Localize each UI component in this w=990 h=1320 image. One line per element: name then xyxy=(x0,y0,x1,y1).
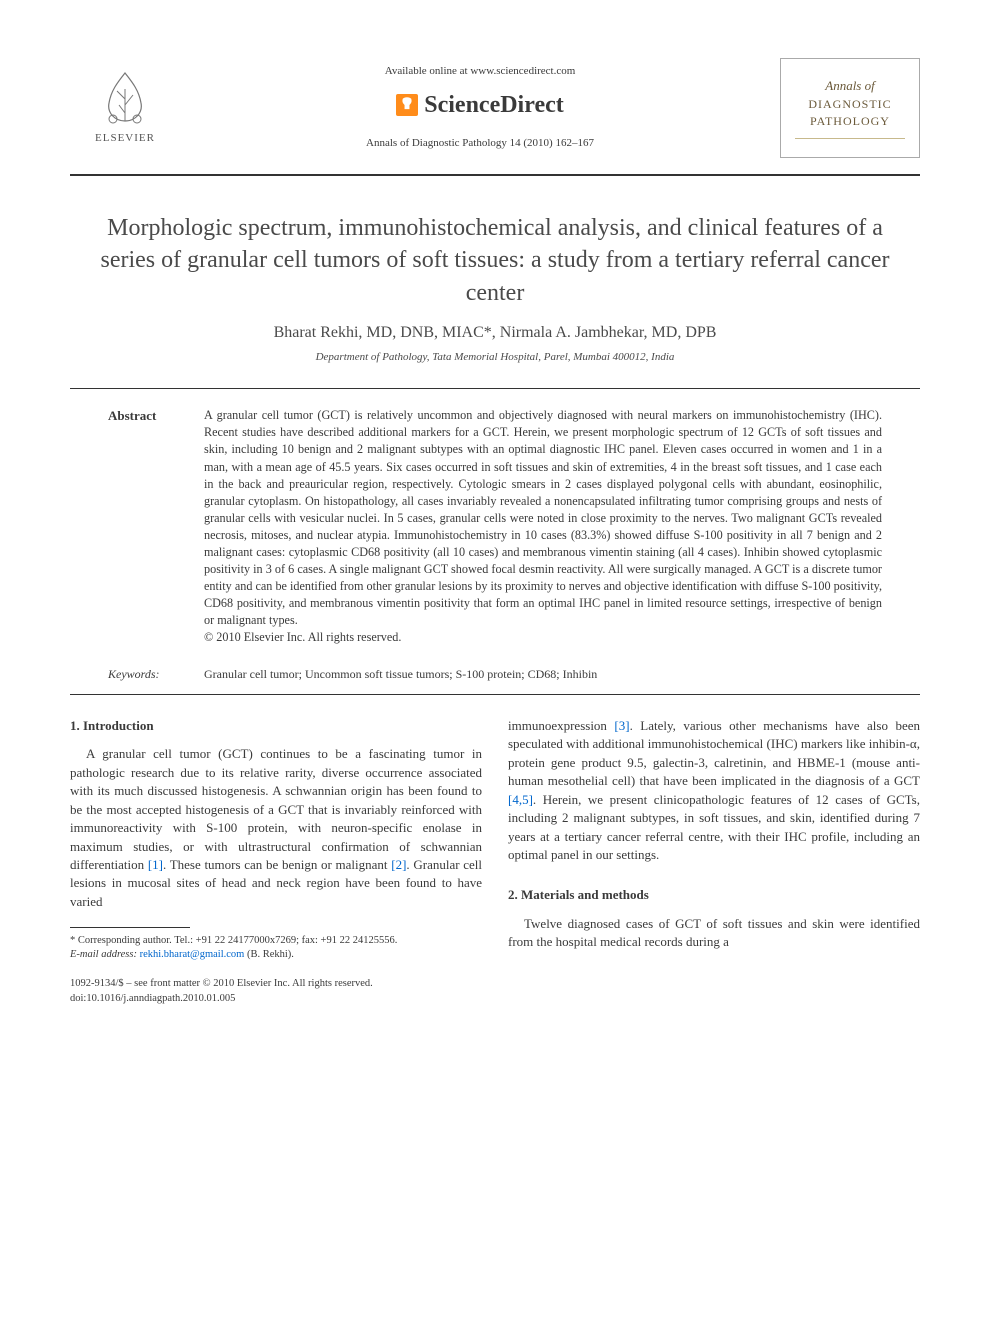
sciencedirect-bulb-icon xyxy=(396,94,418,116)
journal-line-1: Annals of xyxy=(825,77,874,96)
intro-p2-c: . Herein, we present clinicopathologic f… xyxy=(508,792,920,862)
intro-paragraph-1: A granular cell tumor (GCT) continues to… xyxy=(70,745,482,911)
keywords-label: Keywords: xyxy=(108,666,176,683)
left-column: 1. Introduction A granular cell tumor (G… xyxy=(70,717,482,1006)
intro-paragraph-2: immunoexpression [3]. Lately, various ot… xyxy=(508,717,920,865)
keywords-text: Granular cell tumor; Uncommon soft tissu… xyxy=(204,666,597,683)
journal-line-2: DIAGNOSTIC xyxy=(808,96,891,113)
methods-paragraph-1: Twelve diagnosed cases of GCT of soft ti… xyxy=(508,915,920,952)
intro-p2-a: immunoexpression xyxy=(508,718,614,733)
front-matter-line: 1092-9134/$ – see front matter © 2010 El… xyxy=(70,977,482,992)
intro-p1-b: . These tumors can be benign or malignan… xyxy=(163,857,391,872)
article-title: Morphologic spectrum, immunohistochemica… xyxy=(70,212,920,309)
email-footnote: E-mail address: rekhi.bharat@gmail.com (… xyxy=(70,948,482,962)
section-head-intro: 1. Introduction xyxy=(70,717,482,735)
doi-line: doi:10.1016/j.anndiagpath.2010.01.005 xyxy=(70,992,482,1006)
publisher-label: ELSEVIER xyxy=(95,131,155,147)
email-tail: (B. Rekhi). xyxy=(244,949,294,960)
ref-link-3[interactable]: [3] xyxy=(614,718,629,733)
abstract-body: A granular cell tumor (GCT) is relativel… xyxy=(204,408,882,627)
title-rule xyxy=(70,388,920,389)
ref-link-2[interactable]: [2] xyxy=(391,857,406,872)
keywords-block: Keywords: Granular cell tumor; Uncommon … xyxy=(70,654,920,683)
sciencedirect-brand: ScienceDirect xyxy=(396,88,564,123)
available-online-text: Available online at www.sciencedirect.co… xyxy=(385,64,576,80)
affiliation-line: Department of Pathology, Tata Memorial H… xyxy=(70,350,920,366)
sciencedirect-text: ScienceDirect xyxy=(424,88,564,123)
body-columns: 1. Introduction A granular cell tumor (G… xyxy=(70,717,920,1006)
citation-line: Annals of Diagnostic Pathology 14 (2010)… xyxy=(366,136,594,152)
email-link[interactable]: rekhi.bharat@gmail.com xyxy=(140,949,245,960)
abstract-label: Abstract xyxy=(108,407,176,646)
header-row: ELSEVIER Available online at www.science… xyxy=(70,58,920,158)
section-head-methods: 2. Materials and methods xyxy=(508,886,920,904)
email-label: E-mail address: xyxy=(70,949,140,960)
ref-link-45[interactable]: [4,5] xyxy=(508,792,533,807)
abstract-rule xyxy=(70,694,920,695)
journal-cover-box: Annals of DIAGNOSTIC PATHOLOGY xyxy=(780,58,920,158)
elsevier-tree-icon xyxy=(97,69,153,127)
author-line: Bharat Rekhi, MD, DNB, MIAC*, Nirmala A.… xyxy=(70,321,920,344)
journal-box-rule xyxy=(795,138,905,139)
right-column: immunoexpression [3]. Lately, various ot… xyxy=(508,717,920,1006)
intro-p1-a: A granular cell tumor (GCT) continues to… xyxy=(70,746,482,872)
corresponding-author-footnote: * Corresponding author. Tel.: +91 22 241… xyxy=(70,934,482,948)
abstract-copyright: © 2010 Elsevier Inc. All rights reserved… xyxy=(204,630,401,644)
ref-link-1[interactable]: [1] xyxy=(148,857,163,872)
publisher-block: ELSEVIER xyxy=(70,69,180,147)
center-header: Available online at www.sciencedirect.co… xyxy=(366,64,594,153)
header-rule xyxy=(70,174,920,176)
footnote-separator xyxy=(70,927,190,928)
journal-line-3: PATHOLOGY xyxy=(810,113,890,130)
abstract-text: A granular cell tumor (GCT) is relativel… xyxy=(204,407,882,646)
abstract-block: Abstract A granular cell tumor (GCT) is … xyxy=(70,407,920,646)
